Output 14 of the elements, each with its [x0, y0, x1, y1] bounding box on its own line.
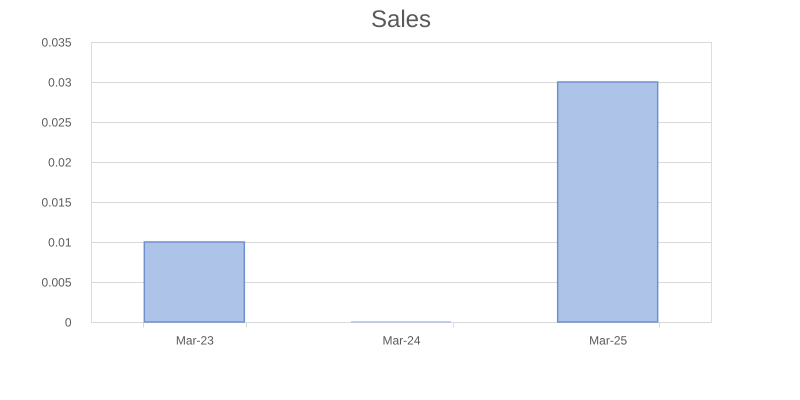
- y-tick-label: 0.035: [41, 36, 72, 50]
- y-tick-label: 0.02: [48, 156, 72, 170]
- y-tick-label: 0.025: [41, 116, 72, 130]
- y-tick-label: 0.03: [48, 76, 72, 90]
- x-tick-label: Mar-25: [589, 334, 628, 348]
- y-tick-label: 0.015: [41, 196, 72, 210]
- y-tick-label: 0: [64, 316, 72, 330]
- y-tick-label: 0.01: [48, 236, 72, 250]
- bar: [144, 241, 246, 323]
- x-tick-label: Mar-23: [176, 334, 214, 348]
- chart-title: Sales: [370, 6, 432, 33]
- x-tick-label: Mar-24: [382, 334, 421, 348]
- y-tick-label: 0.005: [41, 276, 72, 290]
- bar: [556, 81, 658, 323]
